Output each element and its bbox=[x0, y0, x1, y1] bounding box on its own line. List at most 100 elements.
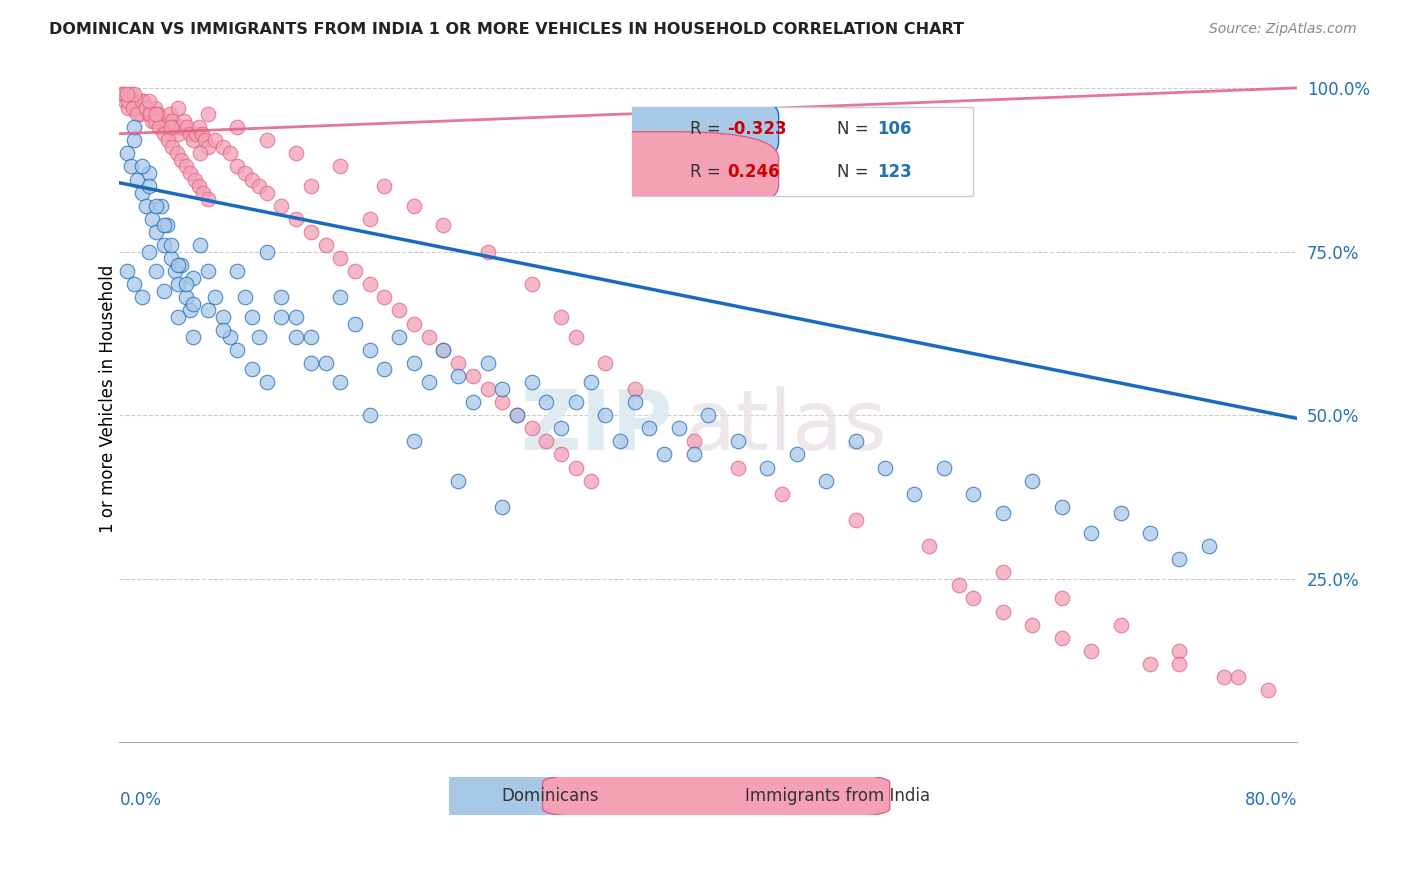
Point bbox=[179, 166, 201, 180]
Point bbox=[1050, 631, 1073, 645]
Point bbox=[418, 376, 440, 390]
Point bbox=[506, 408, 529, 422]
Point bbox=[402, 434, 425, 449]
Point bbox=[117, 94, 139, 108]
Point bbox=[159, 107, 181, 121]
Point bbox=[121, 101, 143, 115]
Point bbox=[1168, 552, 1191, 566]
Point bbox=[1050, 591, 1073, 606]
Point bbox=[129, 107, 152, 121]
Point bbox=[122, 277, 145, 292]
Point bbox=[138, 179, 160, 194]
Point bbox=[388, 329, 411, 343]
Point bbox=[520, 277, 543, 292]
Point bbox=[682, 434, 704, 449]
Point bbox=[160, 238, 183, 252]
Point bbox=[194, 133, 217, 147]
Point bbox=[165, 264, 187, 278]
Point bbox=[315, 238, 337, 252]
Point bbox=[122, 133, 145, 147]
Point bbox=[184, 127, 207, 141]
Point bbox=[183, 172, 205, 186]
Point bbox=[127, 172, 149, 186]
Point bbox=[477, 356, 499, 370]
Point bbox=[173, 113, 195, 128]
Point bbox=[256, 133, 278, 147]
Point bbox=[145, 225, 167, 239]
Point bbox=[167, 127, 190, 141]
Point bbox=[170, 153, 193, 167]
Point bbox=[299, 179, 322, 194]
Point bbox=[359, 211, 381, 226]
Point bbox=[181, 270, 204, 285]
Point bbox=[1021, 617, 1043, 632]
Point bbox=[167, 277, 190, 292]
Point bbox=[141, 211, 163, 226]
Point bbox=[143, 113, 166, 128]
Point bbox=[131, 160, 153, 174]
Text: ZIP: ZIP bbox=[520, 385, 673, 467]
Point bbox=[285, 146, 308, 161]
Point bbox=[1080, 526, 1102, 541]
Point bbox=[160, 120, 183, 135]
Point bbox=[770, 486, 793, 500]
Point bbox=[247, 329, 270, 343]
Point bbox=[697, 408, 720, 422]
Point bbox=[157, 133, 180, 147]
Point bbox=[181, 297, 204, 311]
Point bbox=[285, 329, 308, 343]
Point bbox=[149, 199, 172, 213]
Point bbox=[152, 284, 174, 298]
Point bbox=[432, 343, 454, 357]
Point bbox=[402, 356, 425, 370]
Point bbox=[167, 310, 190, 324]
Point bbox=[145, 199, 167, 213]
Point bbox=[461, 368, 484, 383]
Point bbox=[204, 133, 226, 147]
Point bbox=[329, 376, 352, 390]
Point bbox=[1212, 670, 1234, 684]
Point bbox=[127, 101, 149, 115]
Point bbox=[652, 447, 675, 461]
Point bbox=[188, 179, 211, 194]
Point bbox=[204, 290, 226, 304]
Point bbox=[447, 356, 470, 370]
Point bbox=[226, 264, 249, 278]
Point bbox=[329, 290, 352, 304]
Point bbox=[122, 94, 145, 108]
Point bbox=[1257, 683, 1279, 698]
Point bbox=[1050, 500, 1073, 514]
Point bbox=[579, 474, 602, 488]
Point bbox=[135, 101, 157, 115]
Point bbox=[565, 395, 588, 409]
Point bbox=[1021, 474, 1043, 488]
Point bbox=[120, 87, 142, 102]
Point bbox=[315, 356, 337, 370]
Point bbox=[520, 421, 543, 435]
Point bbox=[593, 408, 616, 422]
Point bbox=[127, 107, 149, 121]
Point bbox=[111, 87, 134, 102]
Point bbox=[550, 310, 572, 324]
Point bbox=[135, 101, 157, 115]
Point bbox=[155, 219, 177, 233]
Point bbox=[299, 225, 322, 239]
Point bbox=[160, 251, 183, 265]
Point bbox=[873, 460, 896, 475]
Point bbox=[373, 179, 395, 194]
Point bbox=[1080, 644, 1102, 658]
Point bbox=[226, 343, 249, 357]
Point bbox=[962, 486, 984, 500]
Point bbox=[623, 395, 645, 409]
Point bbox=[122, 120, 145, 135]
Point bbox=[359, 343, 381, 357]
Point bbox=[491, 382, 513, 396]
Point bbox=[138, 107, 160, 121]
Point bbox=[579, 376, 602, 390]
Point bbox=[233, 290, 256, 304]
Point bbox=[165, 120, 187, 135]
Point bbox=[932, 460, 955, 475]
Point bbox=[270, 290, 292, 304]
Point bbox=[152, 127, 174, 141]
Point bbox=[593, 356, 616, 370]
